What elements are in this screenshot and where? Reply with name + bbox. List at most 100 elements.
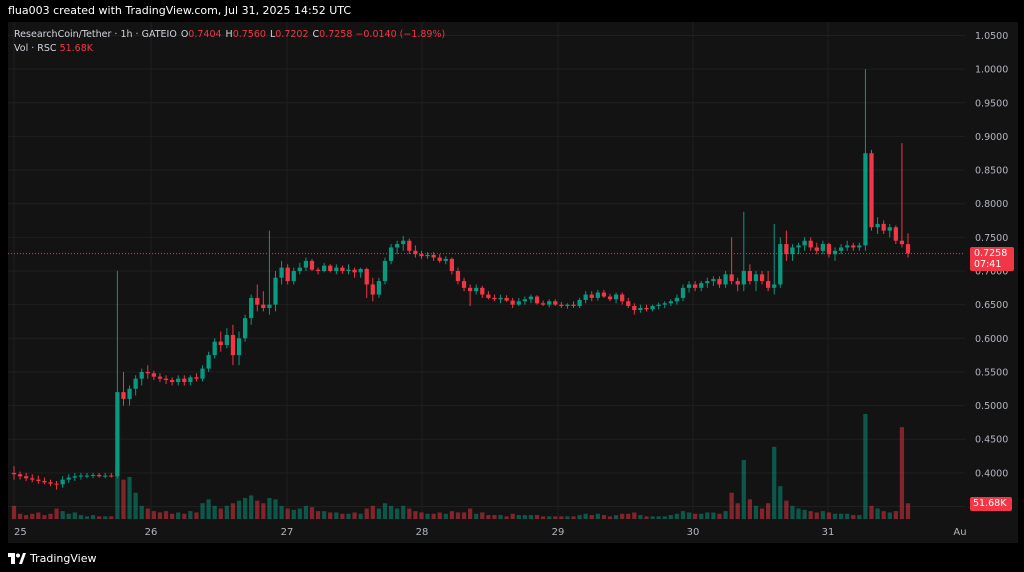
candle-body [151,373,157,377]
volume-bar [547,516,552,519]
y-tick-label: 0.9000 [975,132,1008,143]
candle-body [261,304,266,309]
legend-o-value: 0.7404 [188,29,222,40]
candle-body [60,479,65,485]
volume-bar [693,513,698,519]
volume-bar [358,513,363,519]
candle-body [11,472,17,475]
chart-frame[interactable] [8,22,1018,543]
candle-body [534,296,540,304]
volume-bar [145,508,150,519]
volume-bar [346,513,351,519]
volume-bar [705,512,710,519]
candle-body [559,304,564,306]
candle-body [905,244,911,254]
candle-body [303,260,309,268]
candle-body [461,281,467,288]
volume-bar [401,505,406,519]
volume-bar [905,503,911,519]
volume-bar [869,505,874,519]
candle-body [626,301,631,306]
candle-body [401,240,406,245]
candle-body [249,297,254,319]
candle-body [869,153,874,228]
tradingview-logo[interactable]: TradingView [8,550,96,566]
y-tick-label: 0.8000 [975,199,1008,210]
candle-body [480,287,485,295]
volume-bar [48,513,53,519]
candle-body [693,284,698,288]
volume-bar [17,513,23,519]
volume-bar [741,459,746,519]
legend-symbol: ResearchCoin/Tether · 1h · GATEIO [14,29,177,40]
candle-body [376,281,382,295]
candle-body [765,281,771,288]
volume-bar [72,512,77,519]
candle-body [72,476,77,478]
volume-bar [419,512,424,519]
volume-bar [534,515,540,519]
candle-body [486,294,491,298]
volume-bar [887,512,892,519]
volume-bar [577,515,582,519]
candle-body [528,296,534,300]
volume-bar [747,499,753,519]
volume-bar [632,512,637,519]
candle-body [644,308,649,310]
volume-bar [674,513,680,519]
volume-bar [218,508,223,519]
footer-bar [0,543,1024,572]
candle-body [662,303,667,305]
candle-body [504,297,509,301]
volume-bar [176,512,181,519]
volume-bar [133,492,138,519]
volume-bar [729,492,734,519]
volume-bar [285,508,290,519]
time-axis[interactable]: 25 26 27 28 29 30 31 Au [14,527,967,538]
candle-body [364,268,369,285]
volume-bar [109,516,114,519]
volume-bar [802,509,807,519]
volume-bar [826,512,832,519]
candle-body [200,368,205,379]
volume-bar [638,515,643,519]
candle-body [778,244,783,285]
volume-bar [613,515,619,519]
volume-bar [832,513,838,519]
candle-body [699,283,704,288]
price-axis[interactable]: 1.0500 1.0000 0.9500 0.9000 0.8500 0.8000 0.75… [975,31,1008,513]
last-price-badge: 0.7258 07:41 [970,246,1014,271]
volume-bar [395,508,400,519]
candle-body [474,287,479,292]
candle-body [881,223,886,231]
volume-bar [255,500,260,519]
candle-body [388,247,394,261]
volume-bar [589,515,594,519]
volume-bar [66,513,71,519]
volume-bar [42,515,47,519]
candle-body [352,269,357,273]
volume-bar [36,512,41,519]
volume-bar [224,505,229,519]
y-tick-label: 0.9500 [975,98,1008,109]
candle-body [84,475,90,477]
candle-body [467,287,473,292]
volume-bar [686,512,692,519]
candle-body [717,279,722,285]
volume-bar [540,516,546,519]
candle-body [838,247,844,251]
volume-bar [455,512,461,519]
candle-body [139,371,144,379]
candle-body [577,299,582,306]
volume-bar [328,512,333,519]
volume-bar [370,505,375,519]
volume-bar [735,503,740,519]
volume-bar [449,511,455,519]
volume-bar [492,515,497,519]
candle-body [668,301,673,304]
volume-bar [699,513,704,519]
volume-bar [78,515,84,519]
candle-body [553,301,558,305]
candle-body [455,271,461,282]
